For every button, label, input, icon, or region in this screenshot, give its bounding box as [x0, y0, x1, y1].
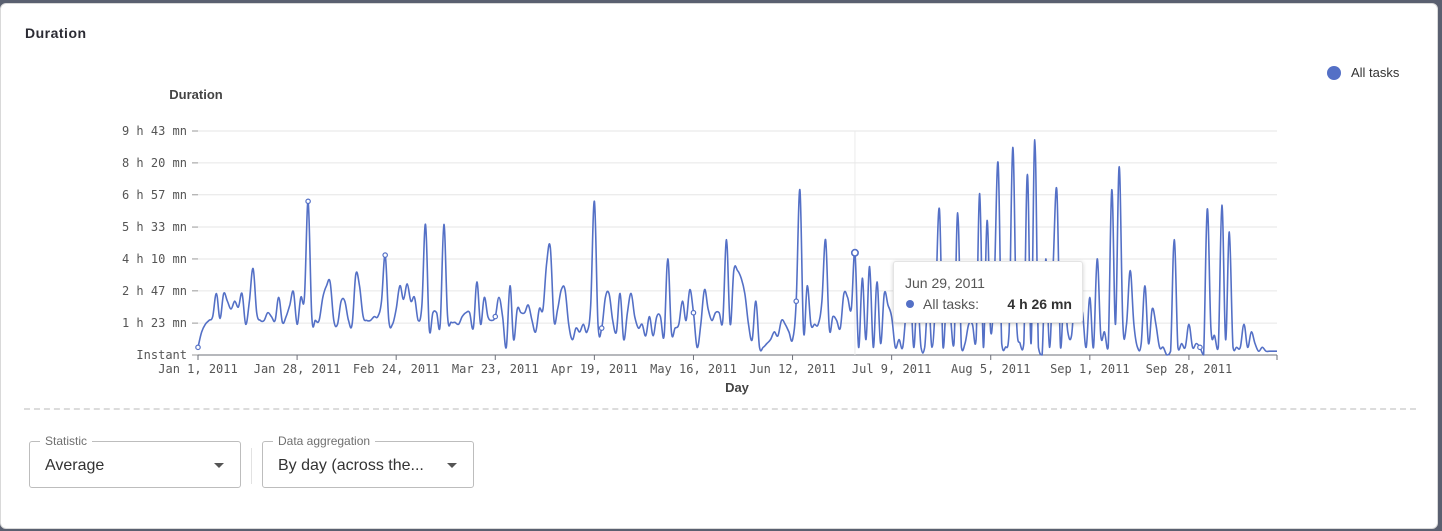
x-tick-label: Jun 12, 2011	[749, 362, 836, 376]
data-point-marker	[598, 325, 605, 331]
highlighted-point	[850, 248, 859, 257]
tooltip-series-name: All tasks:	[923, 296, 980, 312]
x-tick-label: Feb 24, 2011	[353, 362, 440, 376]
data-point-marker	[690, 309, 697, 316]
data-aggregation-select-label: Data aggregation	[273, 434, 376, 448]
x-tick-label: Sep 1, 2011	[1050, 362, 1129, 376]
y-tick-label: 4 h 10 mn	[122, 252, 187, 266]
x-tick-label: Jul 9, 2011	[852, 362, 931, 376]
panel-title: Duration	[25, 25, 87, 41]
controls-separator	[251, 448, 252, 484]
data-point-marker	[492, 313, 499, 320]
y-tick-label: 9 h 43 mn	[122, 124, 187, 138]
chart-tooltip: Jun 29, 2011 All tasks: 4 h 26 mn	[893, 261, 1083, 323]
x-tick-label: Mar 23, 2011	[452, 362, 539, 376]
y-axis-title: Duration	[169, 87, 223, 102]
chevron-down-icon	[214, 463, 224, 468]
data-point-marker	[1197, 344, 1203, 351]
y-tick-label: 2 h 47 mn	[122, 284, 187, 298]
tooltip-value: 4 h 26 mn	[1007, 296, 1072, 312]
y-tick-label: 5 h 33 mn	[122, 220, 187, 234]
data-point-marker	[305, 198, 311, 205]
data-point-marker	[195, 344, 201, 351]
statistic-select-value: Average	[45, 457, 105, 474]
y-tick-label: Instant	[136, 348, 187, 362]
section-divider	[24, 408, 1416, 410]
y-tick-label: 6 h 57 mn	[122, 188, 187, 202]
statistic-select[interactable]: Statistic Average	[29, 434, 241, 488]
tooltip-series-dot-icon	[906, 300, 914, 308]
legend-label: All tasks	[1351, 65, 1400, 80]
y-tick-label: 1 h 23 mn	[122, 316, 187, 330]
x-axis-title: Day	[725, 380, 750, 395]
data-point-marker	[382, 252, 388, 258]
x-tick-label: Apr 19, 2011	[551, 362, 638, 376]
x-tick-label: Aug 5, 2011	[951, 362, 1030, 376]
data-point-marker	[793, 298, 800, 305]
x-tick-label: Jan 28, 2011	[254, 362, 341, 376]
legend-dot-icon	[1327, 66, 1341, 80]
chevron-down-icon	[447, 463, 457, 468]
tooltip-date: Jun 29, 2011	[905, 275, 985, 291]
x-tick-label: May 16, 2011	[650, 362, 737, 376]
data-aggregation-select[interactable]: Data aggregation By day (across the...	[262, 434, 474, 488]
x-tick-label: Sep 28, 2011	[1146, 362, 1233, 376]
statistic-select-label: Statistic	[40, 434, 93, 448]
legend-item-all-tasks[interactable]: All tasks	[1327, 65, 1400, 80]
series-line-all-tasks	[197, 138, 1277, 356]
x-tick-label: Jan 1, 2011	[158, 362, 237, 376]
y-tick-label: 8 h 20 mn	[122, 156, 187, 170]
data-aggregation-select-value: By day (across the...	[278, 457, 424, 474]
